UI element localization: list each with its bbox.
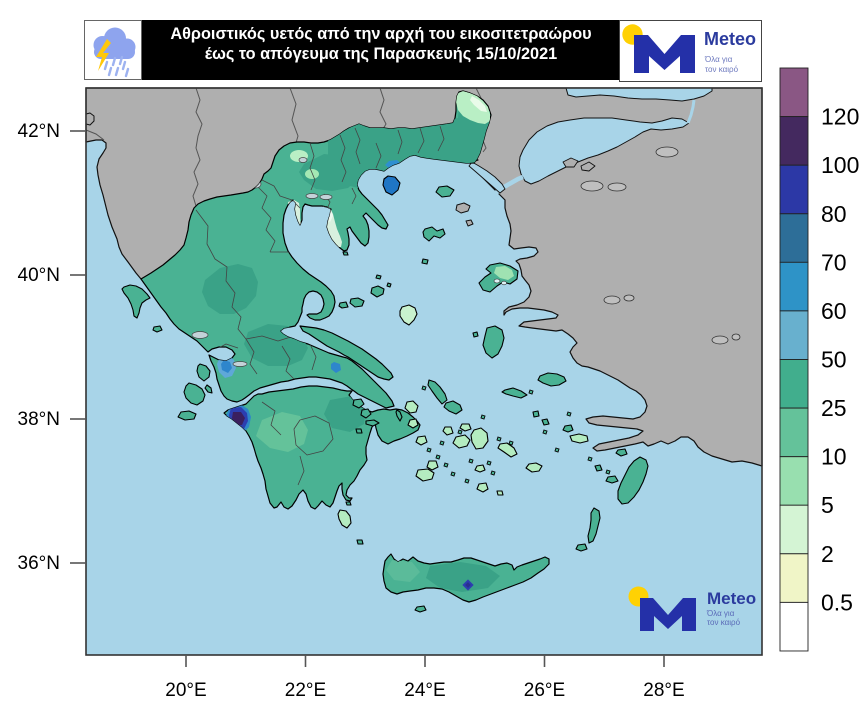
svg-text:28°E: 28°E [643,680,684,701]
svg-text:25: 25 [821,395,847,421]
svg-text:60: 60 [821,298,847,324]
svg-text:120: 120 [821,104,859,130]
svg-text:38°N: 38°N [18,409,60,430]
svg-text:Meteo: Meteo [707,589,756,608]
svg-text:22°E: 22°E [285,680,326,701]
svg-text:26°E: 26°E [524,680,565,701]
svg-text:Meteo: Meteo [704,29,756,49]
svg-text:50: 50 [821,347,847,373]
svg-text:36°N: 36°N [18,553,60,574]
svg-text:2: 2 [821,541,834,567]
svg-text:40°N: 40°N [18,265,60,286]
svg-text:5: 5 [821,492,834,518]
svg-text:τον καιρό: τον καιρό [705,65,739,74]
svg-text:24°E: 24°E [404,680,445,701]
svg-text:42°N: 42°N [18,121,60,142]
svg-text:Όλα για: Όλα για [704,55,733,64]
svg-text:τον καιρό: τον καιρό [707,618,741,627]
svg-text:Όλα για: Όλα για [706,609,735,618]
svg-text:80: 80 [821,201,847,227]
svg-text:70: 70 [821,249,847,275]
svg-text:20°E: 20°E [165,680,206,701]
svg-text:0.5: 0.5 [821,589,853,615]
svg-text:100: 100 [821,152,859,178]
svg-text:10: 10 [821,444,847,470]
